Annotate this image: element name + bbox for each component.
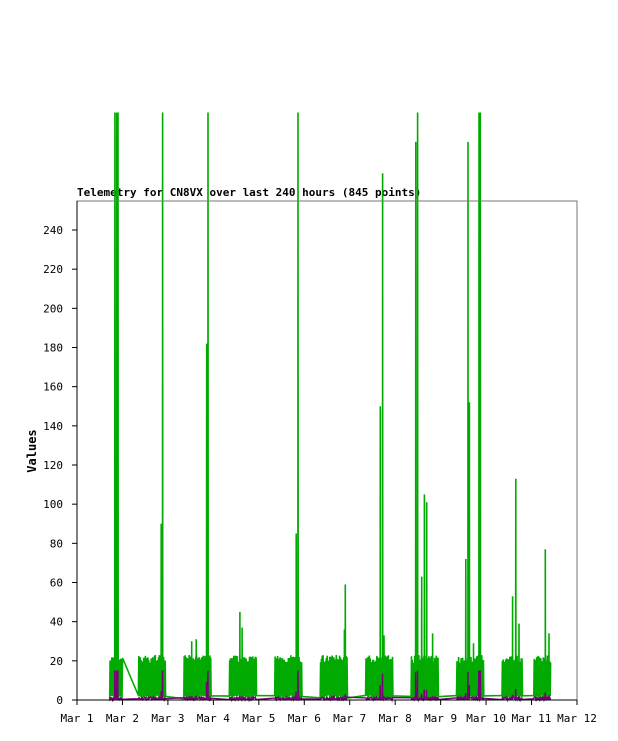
x-tick-label: Mar 6 xyxy=(288,712,321,725)
x-tick-label: Mar 3 xyxy=(151,712,184,725)
y-tick-label: 140 xyxy=(43,420,63,433)
x-tick-label: Mar 9 xyxy=(424,712,457,725)
y-tick-label: 220 xyxy=(43,263,63,276)
axes: 0 20 40 60 80 100 120 140 160 180 200 220 240 Mar 1 Ma… xyxy=(43,200,597,725)
y-tick-label: 20 xyxy=(50,655,63,668)
y-tick-label: 0 xyxy=(56,694,63,707)
plot-frame xyxy=(76,200,578,701)
y-tick-label: 180 xyxy=(43,342,63,355)
y-tick-label: 60 xyxy=(50,577,63,590)
plot-area xyxy=(108,112,552,703)
x-tick-label: Mar 4 xyxy=(197,712,230,725)
x-tick-label: Mar 5 xyxy=(242,712,275,725)
x-tick-label: Mar 11 xyxy=(512,712,552,725)
purple-series-line xyxy=(109,670,552,703)
x-tick-label: Mar 10 xyxy=(466,712,506,725)
y-axis-label: Values xyxy=(25,429,39,472)
x-tick-label: Mar 8 xyxy=(379,712,412,725)
y-tick-label: 160 xyxy=(43,381,63,394)
y-tick-label: 100 xyxy=(43,498,63,511)
chart-title: Telemetry for CN8VX over last 240 hours … xyxy=(77,186,421,199)
x-tick-label: Mar 2 xyxy=(106,712,139,725)
x-tick-label: Mar 1 xyxy=(60,712,93,725)
y-tick-label: 200 xyxy=(43,302,63,315)
x-tick-label: Mar 7 xyxy=(333,712,366,725)
y-tick-label: 120 xyxy=(43,459,63,472)
y-tick-label: 80 xyxy=(50,537,63,550)
x-tick-label: Mar 12 xyxy=(557,712,597,725)
y-tick-label: 240 xyxy=(43,224,63,237)
y-tick-label: 40 xyxy=(50,616,63,629)
